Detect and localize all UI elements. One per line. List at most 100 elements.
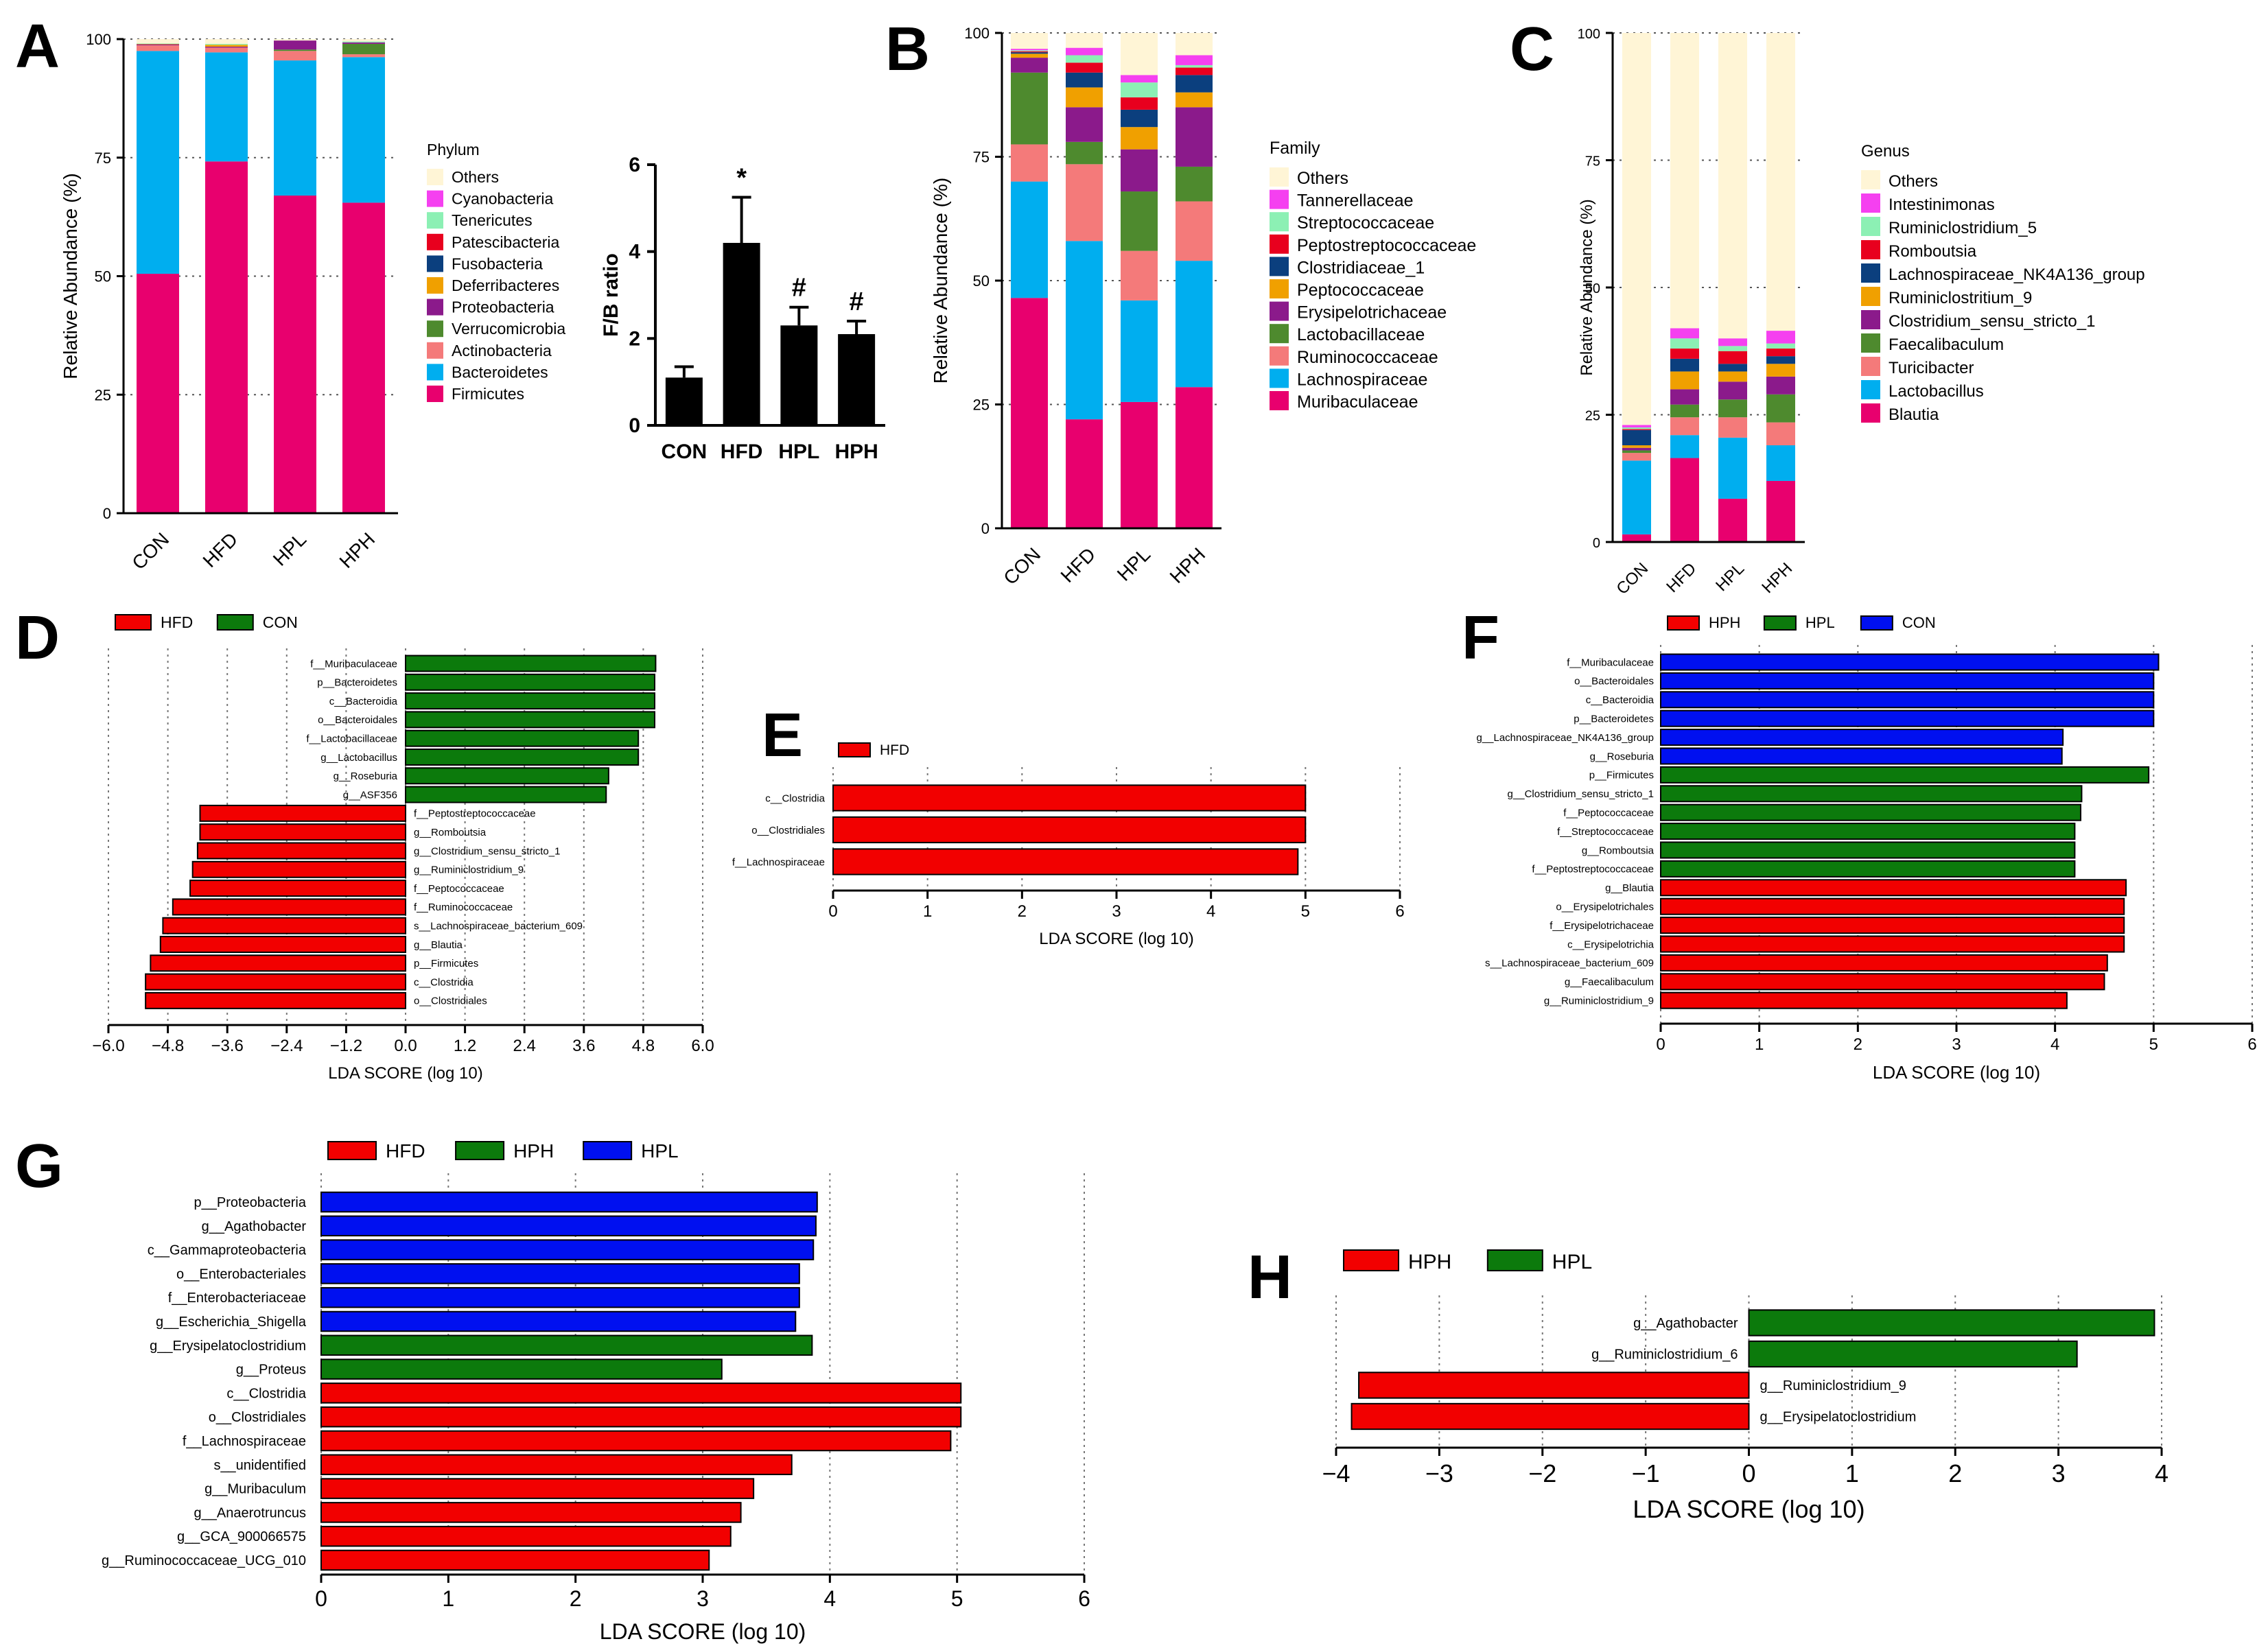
bar-label: f__Muribaculaceae [310,658,397,670]
lda-bar [405,711,655,729]
x-axis-title: LDA SCORE (log 10) [1039,930,1193,948]
legend-swatch [427,342,443,359]
x-tick-label: −1 [1632,1459,1660,1487]
lda-bar [1748,1309,2155,1337]
lda-bar [199,804,406,822]
y-tick-label: 2 [629,327,640,350]
bar-segment [137,274,179,513]
legend-label: Tannerellaceae [1297,191,1414,211]
legend-swatch [427,190,443,207]
x-tick-label: HPH [1758,559,1796,597]
lda-bar [199,823,406,841]
bar-segment [1066,107,1103,142]
lda-bar [1660,747,2063,765]
x-axis-title: LDA SCORE (log 10) [328,1064,482,1083]
x-tick-label: HPL [778,440,819,463]
bar-segment [205,52,248,162]
bar-segment [342,202,385,513]
bar-segment [1718,338,1747,346]
panel-c-stacked-chart: CON HFD HPL HPH 0 25 50 75 100 Relative Abundance… [1578,27,2145,598]
bar-segment [342,42,385,44]
lda-bar [150,954,406,972]
legend-swatch [427,277,443,294]
x-tick-label: 6 [2247,1035,2256,1054]
lda-bar [405,729,640,747]
bar-segment [1011,51,1048,53]
legend-swatch [427,212,443,229]
x-tick-label: −4.8 [152,1037,184,1055]
bar-label: f__Peptococcaceae [414,883,504,895]
bar-label: s__Lachnospiraceae_bacterium_609 [414,920,583,932]
lda-bar [1748,1340,2078,1368]
lda-bar [1660,691,2155,709]
lda-bar [189,880,406,897]
bar-segment [137,51,179,274]
bar-label: o__Clostridiales [751,825,825,836]
legend-label: HFD [880,742,909,758]
y-tick-label: 25 [95,386,111,403]
legend-label: Others [452,168,499,186]
bar [838,334,876,425]
legend-label: Peptococcaceae [1297,281,1424,300]
lda-bar [320,1286,800,1308]
bar-segment [137,39,179,44]
bar-label: c__Clostridia [226,1386,306,1401]
panel-letter-e: E [762,701,803,770]
legend-title: Family [1270,139,1320,158]
bar-label: o__Clostridiales [209,1410,306,1425]
x-tick-label: HFD [721,440,763,463]
lda-bar [1660,879,2127,897]
legend-swatch [1861,333,1880,353]
bar-label: g__Roseburia [1590,751,1655,762]
legend-swatch [1861,263,1880,283]
bar-segment [1718,437,1747,499]
y-axis-title: Relative Abundance (%) [1578,199,1596,375]
significance-mark: * [736,164,747,193]
lda-bar [320,1310,797,1332]
x-tick-label: 4 [2155,1459,2168,1487]
bar-segment [1066,72,1103,88]
bar-segment [1066,87,1103,108]
bar-segment [342,41,385,43]
bar-segment [1622,445,1651,448]
legend-title: Phylum [427,141,480,158]
lda-bar [159,936,406,953]
bar-segment [1176,107,1213,167]
lda-bar [145,973,406,991]
legend-label: Ruminiclostridium_5 [1889,219,2037,237]
bar-segment [137,43,179,45]
legend-label: Peptostreptococcaceae [1297,236,1476,255]
x-tick-label: 0 [828,902,837,921]
legend-swatch [327,1141,377,1160]
y-tick-label: 0 [981,520,990,537]
bar-segment [274,196,316,513]
lda-bar [1660,860,2076,878]
legend-swatch [1270,279,1289,298]
bar-segment [1718,399,1747,418]
bar-segment [1176,55,1213,65]
lda-bar [1660,653,2160,671]
bar-label: g__Erysipelatoclostridium [150,1339,306,1354]
bar-label: g__Ruminiclostridium_6 [1591,1347,1738,1363]
lda-bar [832,784,1307,812]
bar-segment [1121,75,1158,83]
bar-label: g__Proteus [236,1363,306,1378]
bar-segment [1011,181,1048,298]
legend-label: CON [263,613,298,631]
x-tick-label: 6 [1395,902,1404,921]
lda-bar [1660,766,2150,784]
bar-segment [274,51,316,61]
bar-segment [1670,358,1699,372]
panel-letter-f: F [1462,604,1499,672]
bar-label: p__Firmicutes [414,958,478,969]
panel-a-stacked-chart: CON HFD HPL HPH 0 25 50 75 100 Relative Abundance… [60,31,565,574]
legend-swatch [1270,257,1289,276]
bar-label: g__Roseburia [334,770,398,782]
legend-label: Lachnospiraceae [1297,370,1427,389]
lda-bar [1660,841,2076,859]
legend-swatch [1861,403,1880,423]
legend-swatch [427,233,443,250]
bar-label: g__Ruminococcaceae_UCG_010 [102,1553,306,1568]
lda-bar [1660,973,2105,991]
bar-segment [1670,404,1699,418]
